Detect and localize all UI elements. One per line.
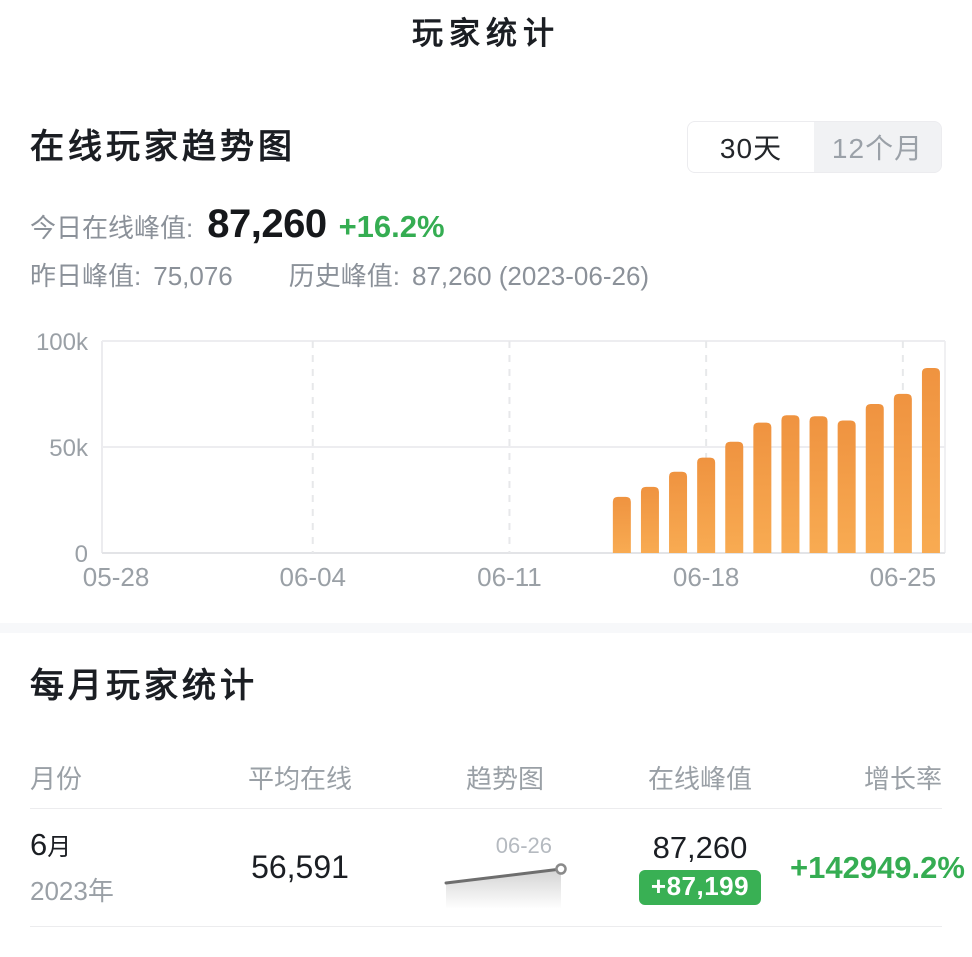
- year-label: 2023年: [30, 876, 114, 906]
- today-peak-stat: 今日在线峰值: 87,260 +16.2%: [30, 202, 942, 248]
- growth-rate-value: +142949.2%: [790, 849, 965, 885]
- month-unit: 月: [47, 834, 72, 861]
- chart-gridlines: [101, 340, 946, 554]
- monthly-stats-section: 每月玩家统计 月份 平均在线 趋势图 在线峰值 增长率 6月 2023年 56,…: [0, 663, 972, 927]
- avg-online-value: 56,591: [251, 849, 349, 885]
- secondary-peak-stats: 昨日峰值: 75,076 历史峰值: 87,260 (2023-06-26): [30, 256, 942, 292]
- page-title: 玩家统计: [412, 16, 560, 51]
- yesterday-peak-label: 昨日峰值:: [30, 261, 142, 291]
- svg-text:06-25: 06-25: [870, 562, 937, 592]
- trend-section-title: 在线玩家趋势图: [30, 128, 296, 166]
- header-peak-online: 在线峰值: [647, 764, 752, 794]
- svg-text:0: 0: [75, 541, 88, 568]
- sparkline-endpoint-marker: [555, 863, 567, 875]
- sparkline-svg: [444, 863, 567, 909]
- today-peak-change: +16.2%: [338, 209, 445, 244]
- today-peak-label: 今日在线峰值:: [30, 213, 194, 243]
- online-trend-section: 在线玩家趋势图 30天 12个月 今日在线峰值: 87,260 +16.2% 昨…: [0, 120, 972, 292]
- table-header-row: 月份 平均在线 趋势图 在线峰值 增长率: [30, 759, 942, 809]
- monthly-section-title: 每月玩家统计: [30, 667, 258, 705]
- svg-text:100k: 100k: [36, 329, 89, 356]
- history-peak-value: 87,260 (2023-06-26): [412, 261, 650, 291]
- section-divider: [0, 623, 972, 633]
- month-number: 6: [30, 827, 48, 862]
- yesterday-peak-value: 75,076: [153, 261, 233, 291]
- range-toggle: 30天 12个月: [687, 121, 942, 173]
- range-12months-button[interactable]: 12个月: [814, 122, 941, 172]
- svg-text:06-18: 06-18: [673, 562, 740, 592]
- svg-text:06-04: 06-04: [280, 562, 347, 592]
- range-30days-button[interactable]: 30天: [688, 122, 814, 172]
- svg-text:06-11: 06-11: [477, 562, 542, 592]
- header-avg-online: 平均在线: [247, 764, 352, 794]
- peak-online-value: 87,260: [652, 830, 748, 865]
- trend-sparkline-cell: 06-26: [400, 819, 610, 916]
- svg-text:50k: 50k: [49, 435, 89, 462]
- today-peak-value: 87,260: [207, 202, 327, 246]
- header-growth-rate: 增长率: [863, 764, 942, 794]
- history-peak-stat: 历史峰值: 87,260 (2023-06-26): [289, 256, 649, 293]
- table-row: 6月 2023年 56,591 06-26: [30, 809, 965, 927]
- monthly-stats-table: 月份 平均在线 趋势图 在线峰值 增长率 6月 2023年 56,591 06-…: [30, 759, 965, 927]
- month-cell: 6月 2023年: [30, 827, 200, 908]
- peak-online-cell: 87,260 +87,199: [610, 830, 790, 905]
- svg-text:05-28: 05-28: [83, 562, 150, 592]
- peak-delta-badge: +87,199: [638, 870, 762, 905]
- history-peak-label: 历史峰值:: [288, 261, 400, 291]
- yesterday-peak-stat: 昨日峰值: 75,076: [30, 256, 233, 293]
- sparkline-date-label: 06-26: [495, 833, 552, 858]
- chart-bars: [612, 368, 940, 553]
- header-trend: 趋势图: [465, 764, 544, 794]
- trend-bar-chart[interactable]: 0 50k 100k 05-28 06-04 06-11 06-18 06-25: [0, 328, 972, 598]
- header-month: 月份: [30, 764, 83, 794]
- chart-axis-labels: 0 50k 100k 05-28 06-04 06-11 06-18 06-25: [36, 329, 936, 592]
- sparkline: 06-26: [440, 819, 570, 911]
